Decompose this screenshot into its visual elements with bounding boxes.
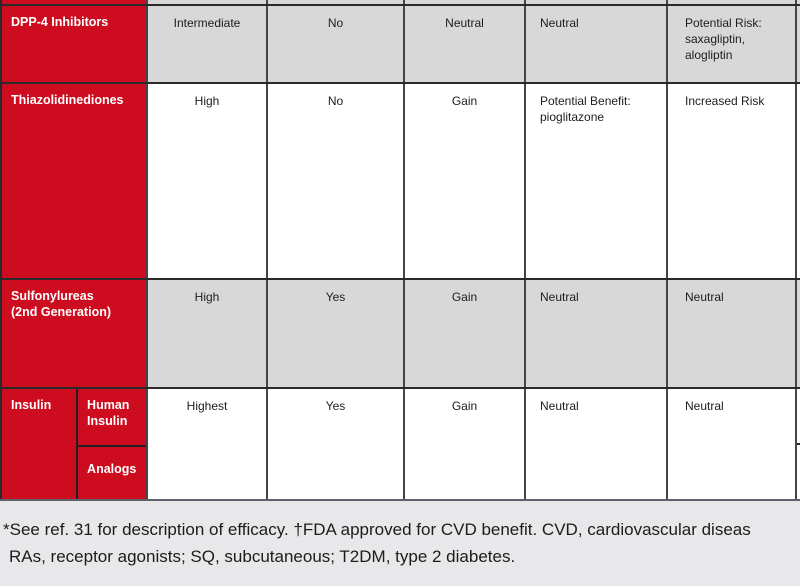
truncated-column-sliver bbox=[797, 389, 800, 499]
row-label-insulin-group: Insulin Human Insulin Analogs bbox=[0, 389, 148, 499]
cell-tzd-cvd: Potential Benefit: pioglitazone bbox=[526, 84, 668, 278]
row-label-thiazolidinediones: Thiazolidinediones bbox=[0, 84, 148, 278]
sliver-subrow-divider bbox=[797, 443, 800, 445]
cell-tzd-hypoglycemia: No bbox=[268, 84, 405, 278]
cell-su-efficacy: High bbox=[148, 280, 268, 387]
cell-tzd-hf: Increased Risk bbox=[668, 84, 797, 278]
cell-insulin-weight: Gain bbox=[405, 389, 526, 499]
cell-su-cvd: Neutral bbox=[526, 280, 668, 387]
truncated-column-sliver bbox=[797, 6, 800, 82]
cell-insulin-hf: Neutral bbox=[668, 389, 797, 499]
cell-dpp4-weight: Neutral bbox=[405, 6, 526, 82]
cell-dpp4-cvd: Neutral bbox=[526, 6, 668, 82]
table-footnote: *See ref. 31 for description of efficacy… bbox=[0, 501, 800, 586]
footnote-line-2: RAs, receptor agonists; SQ, subcutaneous… bbox=[9, 547, 516, 566]
table-row-thiazolidinediones: Thiazolidinediones High No Gain Potentia… bbox=[0, 82, 800, 278]
truncated-row-above bbox=[0, 0, 800, 4]
row-label-sulfonylureas: Sulfonylureas (2nd Generation) bbox=[0, 280, 148, 387]
cell-su-hypoglycemia: Yes bbox=[268, 280, 405, 387]
cell-insulin-hypoglycemia: Yes bbox=[268, 389, 405, 499]
cell-su-weight: Gain bbox=[405, 280, 526, 387]
cell-dpp4-hypoglycemia: No bbox=[268, 6, 405, 82]
table-row-insulin: Insulin Human Insulin Analogs Highest Ye… bbox=[0, 387, 800, 499]
cell-tzd-weight: Gain bbox=[405, 84, 526, 278]
cell-insulin-efficacy: Highest bbox=[148, 389, 268, 499]
row-label-dpp4-inhibitors: DPP-4 Inhibitors bbox=[0, 6, 148, 82]
medication-comparison-table: DPP-4 Inhibitors Intermediate No Neutral… bbox=[0, 0, 800, 501]
table-row-dpp4-inhibitors: DPP-4 Inhibitors Intermediate No Neutral… bbox=[0, 4, 800, 82]
truncated-column-sliver bbox=[797, 280, 800, 387]
table-row-sulfonylureas: Sulfonylureas (2nd Generation) High Yes … bbox=[0, 278, 800, 387]
truncated-column-sliver bbox=[797, 84, 800, 278]
cell-dpp4-efficacy: Intermediate bbox=[148, 6, 268, 82]
insulin-sub-labels: Human Insulin Analogs bbox=[78, 389, 146, 499]
cell-tzd-efficacy: High bbox=[148, 84, 268, 278]
row-label-human-insulin: Human Insulin bbox=[78, 389, 146, 445]
row-label-insulin: Insulin bbox=[2, 389, 79, 499]
row-label-analogs: Analogs bbox=[78, 445, 146, 499]
truncated-label-cell bbox=[0, 0, 148, 4]
cell-dpp4-hf: Potential Risk: saxagliptin, alogliptin bbox=[668, 6, 797, 82]
cell-insulin-cvd: Neutral bbox=[526, 389, 668, 499]
cell-su-hf: Neutral bbox=[668, 280, 797, 387]
footnote-line-1: *See ref. 31 for description of efficacy… bbox=[3, 520, 751, 539]
